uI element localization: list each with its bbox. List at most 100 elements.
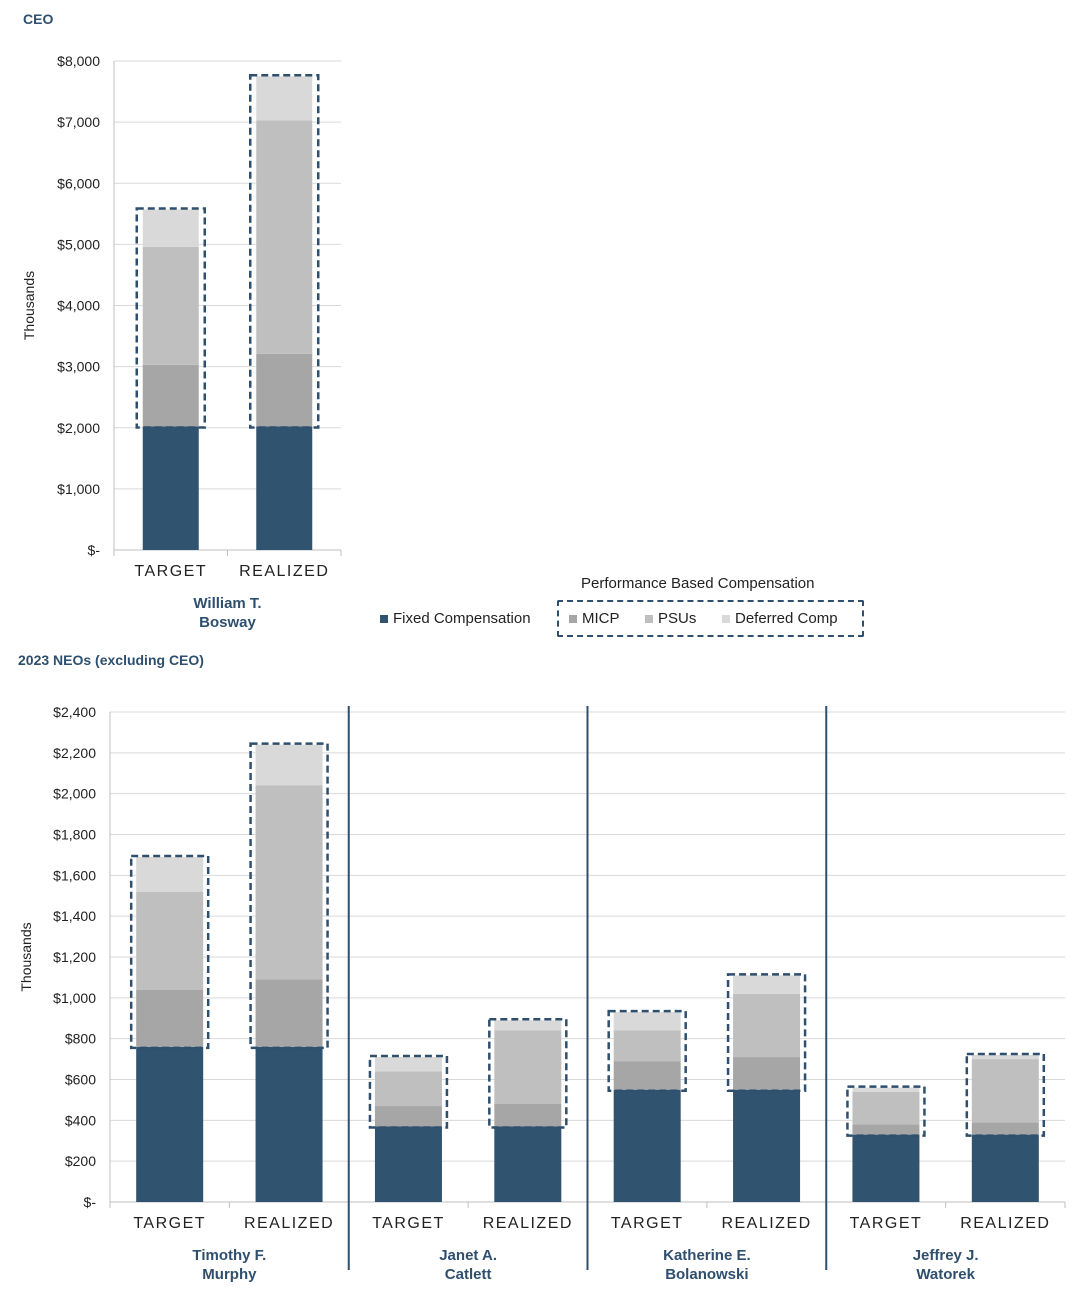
neo-performance-outline xyxy=(488,1018,568,1129)
legend-label-deferred: Deferred Comp xyxy=(735,610,838,627)
ceo-group-label-line1: William T. xyxy=(193,595,261,612)
ceo-ytick-label: $6,000 xyxy=(57,175,100,191)
neo-bar-micp xyxy=(136,989,204,1047)
legend-item-micp: MICP xyxy=(569,610,620,627)
ceo-ytick-label: $8,000 xyxy=(57,53,100,69)
neo-performance-outline xyxy=(607,1009,687,1092)
neo-group-label-line1: Jeffrey J. xyxy=(913,1247,979,1264)
legend-swatch-deferred xyxy=(722,614,730,623)
neo-bar-fixed xyxy=(733,1089,801,1202)
neo-bar-micp xyxy=(613,1061,681,1090)
neo-ytick-label: $400 xyxy=(65,1112,96,1128)
neo-performance-outline xyxy=(249,742,329,1050)
neo-bar-psus xyxy=(852,1091,920,1125)
neo-group-label-line2: Catlett xyxy=(445,1266,492,1283)
legend-label-fixed: Fixed Compensation xyxy=(393,610,531,627)
neo-bar-deferred xyxy=(374,1057,442,1072)
neo-performance-outline xyxy=(368,1054,449,1129)
neo-bar-fixed xyxy=(971,1134,1039,1202)
ceo-chart: $- $1,000 $2,000 $3,000 $4,000 $5,000 $6,000 $7… xyxy=(21,53,342,631)
neo-y-axis-label: Thousands xyxy=(18,922,34,991)
neo-group-label-line2: Bolanowski xyxy=(665,1266,748,1283)
ceo-category-label: REALIZED xyxy=(239,563,329,580)
ceo-bar-micp xyxy=(142,364,199,427)
legend-label-micp: MICP xyxy=(582,610,620,627)
legend-item-psus: PSUs xyxy=(645,610,696,627)
neo-bar-deferred xyxy=(852,1087,920,1092)
ceo-performance-outline xyxy=(249,74,320,429)
neo-ytick-label: $1,400 xyxy=(53,908,96,924)
neo-bar-fixed xyxy=(136,1046,204,1202)
neo-ytick-label: $1,200 xyxy=(53,949,96,965)
neo-bar-psus xyxy=(136,891,204,990)
ceo-performance-outline xyxy=(135,207,206,429)
legend-item-deferred: Deferred Comp xyxy=(722,610,838,627)
neo-bar-psus xyxy=(374,1071,442,1107)
legend-item-fixed: Fixed Compensation xyxy=(380,610,531,627)
neo-performance-outline xyxy=(129,854,210,1050)
neo-category-label: TARGET xyxy=(611,1215,684,1232)
neo-bar-fixed xyxy=(255,1046,323,1202)
neo-bar-micp xyxy=(255,979,323,1047)
neo-bar-psus xyxy=(971,1059,1039,1123)
neo-ytick-label: $800 xyxy=(65,1031,96,1047)
ceo-ytick-label: $- xyxy=(88,542,101,558)
ceo-ytick-label: $5,000 xyxy=(57,236,100,252)
neo-ytick-label: $600 xyxy=(65,1072,96,1088)
neo-category-label: REALIZED xyxy=(721,1215,811,1232)
neo-ytick-label: $1,000 xyxy=(53,990,96,1006)
neo-group-label-line2: Watorek xyxy=(916,1266,975,1283)
ceo-bar-psus xyxy=(142,246,199,365)
neo-bar-deferred xyxy=(613,1012,681,1031)
neo-bar-fixed xyxy=(852,1134,920,1202)
ceo-bar-micp xyxy=(256,353,313,427)
neo-bar-micp xyxy=(971,1122,1039,1135)
neo-bar-psus xyxy=(255,785,323,980)
ceo-y-axis-label: Thousands xyxy=(21,271,37,340)
ceo-bar-deferred xyxy=(256,76,313,121)
neo-bar-deferred xyxy=(255,744,323,786)
neo-ytick-label: $2,400 xyxy=(53,704,96,720)
legend-performance-title: Performance Based Compensation xyxy=(581,575,815,592)
neo-ytick-label: $200 xyxy=(65,1153,96,1169)
neo-performance-outline xyxy=(965,1052,1046,1137)
ceo-bar-fixed xyxy=(256,426,313,550)
ceo-ytick-label: $7,000 xyxy=(57,114,100,130)
neo-group-label-line1: Timothy F. xyxy=(192,1247,266,1264)
neo-ytick-label: $1,600 xyxy=(53,867,96,883)
neo-performance-outline xyxy=(726,973,807,1092)
neo-bar-fixed xyxy=(374,1126,442,1202)
neo-group-label-line1: Katherine E. xyxy=(663,1247,751,1264)
neo-category-label: TARGET xyxy=(372,1215,445,1232)
ceo-bar-psus xyxy=(256,120,313,354)
neo-chart: $- $200 $400 $600 $800 $1,000 $1,200 $1,400 $1,6… xyxy=(18,704,1066,1283)
neo-group-label-line1: Janet A. xyxy=(439,1247,497,1264)
legend-swatch-psus xyxy=(645,614,653,623)
neo-category-label: REALIZED xyxy=(960,1215,1050,1232)
neo-ytick-label: $2,000 xyxy=(53,786,96,802)
neo-bar-psus xyxy=(613,1030,681,1062)
ceo-group-label-line2: Bosway xyxy=(199,614,256,631)
neo-bar-micp xyxy=(494,1104,562,1127)
legend-label-psus: PSUs xyxy=(658,610,697,627)
neo-bar-psus xyxy=(733,993,801,1058)
neo-ytick-label: $- xyxy=(84,1194,97,1210)
neo-ytick-label: $1,800 xyxy=(53,827,96,843)
neo-bar-micp xyxy=(374,1106,442,1127)
neo-bar-fixed xyxy=(613,1089,681,1202)
neo-category-label: TARGET xyxy=(850,1215,923,1232)
neo-category-label: REALIZED xyxy=(244,1215,334,1232)
neo-bar-deferred xyxy=(971,1055,1039,1060)
ceo-bar-fixed xyxy=(142,426,199,550)
neo-category-label: TARGET xyxy=(133,1215,206,1232)
ceo-ytick-label: $2,000 xyxy=(57,420,100,436)
ceo-section-title: CEO xyxy=(23,11,54,27)
neo-category-label: REALIZED xyxy=(483,1215,573,1232)
ceo-ytick-label: $3,000 xyxy=(57,359,100,375)
neo-performance-outline xyxy=(846,1085,926,1137)
neo-bar-deferred xyxy=(733,975,801,994)
neo-bar-deferred xyxy=(136,856,204,892)
neo-group-label-line2: Murphy xyxy=(202,1266,257,1283)
neo-bar-micp xyxy=(852,1124,920,1135)
ceo-bar-deferred xyxy=(142,209,199,247)
